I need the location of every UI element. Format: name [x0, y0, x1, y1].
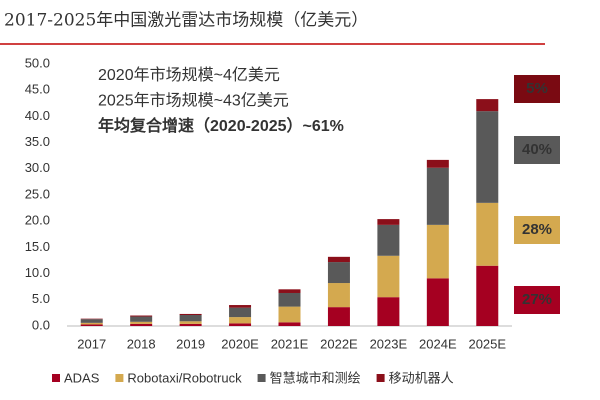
y-tick-label: 0.0: [32, 317, 50, 332]
side-label: 27%: [522, 291, 552, 308]
bar-segment: [80, 318, 103, 320]
side-label-box: [514, 286, 560, 314]
y-tick-label: 25.0: [25, 186, 50, 201]
chart-title: 2017-2025年中国激光雷达市场规模（亿美元）: [4, 11, 368, 31]
bar-segment: [179, 321, 202, 324]
y-tick-label: 30.0: [25, 160, 50, 175]
side-label: 28%: [522, 221, 552, 238]
legend-swatch: [376, 374, 385, 382]
side-label-box: [514, 75, 560, 103]
side-label: 40%: [522, 141, 552, 158]
annotation: 2025年市场规模~43亿美元: [98, 92, 289, 110]
x-tick-label: 2018: [127, 336, 156, 351]
side-label-box: [514, 136, 560, 164]
bar-segment: [179, 314, 202, 322]
annotation: 2020年市场规模~4亿美元: [98, 66, 280, 84]
y-tick-label: 50.0: [25, 55, 50, 70]
y-tick-label: 5.0: [32, 291, 50, 306]
x-tick-label: 2024E: [419, 336, 457, 351]
legend-swatch: [257, 374, 266, 382]
bar-segment: [80, 322, 103, 325]
bar-segment: [426, 159, 449, 168]
bar-segment: [229, 317, 252, 324]
bar-segment: [476, 265, 499, 326]
bar-segment: [327, 283, 350, 308]
bar-segment: [130, 316, 153, 322]
bar-segment: [80, 319, 103, 323]
bar-segment: [278, 306, 301, 323]
y-tick-label: 15.0: [25, 239, 50, 254]
bar-segment: [278, 292, 301, 307]
bar-segment: [229, 323, 252, 326]
x-tick-label: 2019: [176, 336, 205, 351]
y-tick-label: 40.0: [25, 108, 50, 123]
bar-segment: [377, 297, 400, 326]
bar-segment: [476, 202, 499, 266]
bar-segment: [426, 278, 449, 326]
bar-segment: [377, 224, 400, 256]
y-tick-label: 35.0: [25, 134, 50, 149]
side-label-box: [514, 216, 560, 244]
bar-segment: [278, 289, 301, 293]
side-label: 5%: [526, 80, 548, 97]
bar-segment: [327, 262, 350, 284]
x-tick-label: 2021E: [271, 336, 309, 351]
x-tick-label: 2023E: [370, 336, 408, 351]
bar-segment: [426, 167, 449, 225]
legend-swatch: [115, 374, 124, 382]
bar-segment: [377, 219, 400, 225]
y-tick-label: 10.0: [25, 265, 50, 280]
x-tick-label: 2022E: [320, 336, 358, 351]
bar-segment: [130, 315, 153, 317]
bar-segment: [179, 313, 202, 315]
bar-segment: [278, 322, 301, 326]
annotation: 年均复合增速（2020-2025）~61%: [98, 116, 344, 135]
legend-label: ADAS: [64, 370, 100, 385]
bar-segment: [426, 224, 449, 279]
legend-label: Robotaxi/Robotruck: [127, 370, 242, 385]
bar-segment: [229, 305, 252, 308]
bar-segment: [80, 324, 103, 326]
bar-segment: [476, 111, 499, 203]
bar-segment: [179, 323, 202, 326]
bar-segment: [229, 307, 252, 318]
bar-segment: [130, 321, 153, 324]
bar-segment: [327, 307, 350, 326]
x-tick-label: 2025E: [468, 336, 506, 351]
legend-swatch: [52, 374, 60, 382]
y-tick-label: 20.0: [25, 213, 50, 228]
legend-label: 智慧城市和测绘: [270, 370, 361, 385]
bar-segment: [377, 255, 400, 298]
x-tick-label: 2020E: [221, 336, 259, 351]
y-tick-label: 45.0: [25, 82, 50, 97]
legend-label: 移动机器人: [389, 370, 454, 385]
x-tick-label: 2017: [77, 336, 106, 351]
bar-segment: [130, 323, 153, 326]
bar-segment: [476, 99, 499, 112]
bar-segment: [327, 256, 350, 263]
